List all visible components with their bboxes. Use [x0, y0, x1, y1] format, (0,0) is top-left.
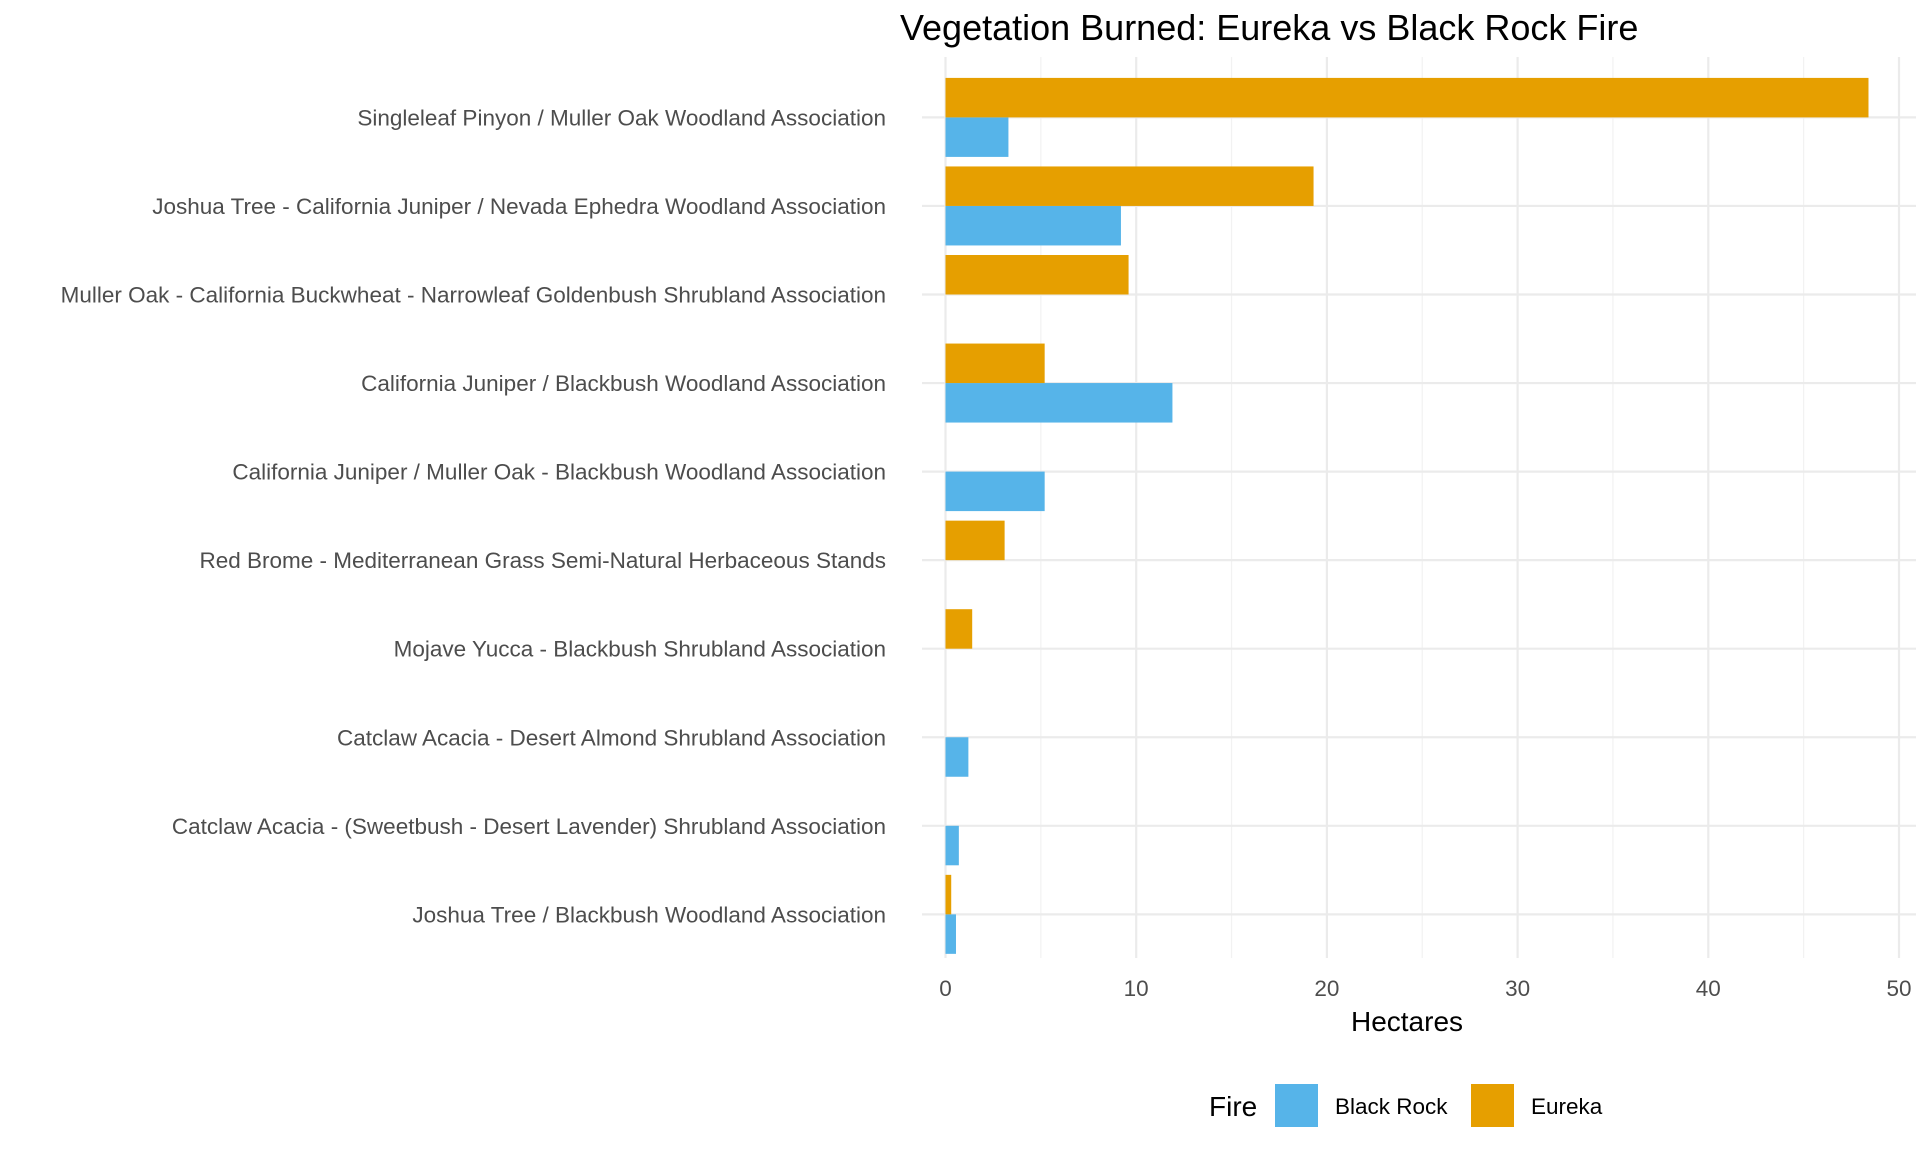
legend-label: Eureka	[1531, 1094, 1603, 1119]
category-label: Red Brome - Mediterranean Grass Semi-Nat…	[199, 548, 886, 573]
bar-black-rock	[945, 737, 969, 777]
legend-key-eureka	[1471, 1084, 1514, 1127]
bar-eureka	[945, 874, 952, 915]
x-tick-label: 50	[1886, 976, 1911, 1001]
bar-black-rock	[945, 914, 956, 954]
legend: Fire Black Rock Eureka	[1209, 1084, 1603, 1127]
legend-key-black-rock	[1275, 1084, 1318, 1127]
legend-items: Black Rock Eureka	[1275, 1084, 1603, 1127]
bar-eureka	[945, 520, 1005, 561]
bar-black-rock	[945, 383, 1173, 423]
category-label: Muller Oak - California Buckwheat - Narr…	[61, 283, 886, 308]
category-label: Singleleaf Pinyon / Muller Oak Woodland …	[357, 105, 886, 130]
x-tick-label: 0	[939, 976, 952, 1001]
bar-black-rock	[945, 825, 959, 866]
category-label: Joshua Tree / Blackbush Woodland Associa…	[412, 902, 886, 927]
x-tick-label: 10	[1124, 976, 1149, 1001]
bar-eureka	[945, 166, 1314, 206]
legend-title: Fire	[1209, 1091, 1257, 1122]
bar-eureka	[945, 255, 1129, 295]
x-tick-label: 20	[1314, 976, 1339, 1001]
x-tick-label: 40	[1696, 976, 1721, 1001]
bar-black-rock	[945, 117, 1009, 157]
category-label: Catclaw Acacia - Desert Almond Shrubland…	[337, 725, 886, 750]
bar-black-rock	[945, 471, 1045, 512]
category-label: California Juniper / Blackbush Woodland …	[361, 371, 886, 396]
bar-eureka	[945, 77, 1869, 118]
category-label: California Juniper / Muller Oak - Blackb…	[232, 460, 886, 485]
category-label: Joshua Tree - California Juniper / Nevad…	[152, 194, 886, 219]
category-label: Catclaw Acacia - (Sweetbush - Desert Lav…	[172, 814, 886, 839]
legend-label: Black Rock	[1335, 1094, 1448, 1119]
category-label: Mojave Yucca - Blackbush Shrubland Assoc…	[394, 637, 886, 662]
bar-eureka	[945, 343, 1045, 384]
x-tick-label: 30	[1505, 976, 1530, 1001]
bar-eureka	[945, 609, 973, 649]
x-axis-title: Hectares	[1351, 1006, 1463, 1037]
bars-layer	[945, 77, 1869, 954]
chart-title: Vegetation Burned: Eureka vs Black Rock …	[900, 7, 1638, 48]
bar-black-rock	[945, 205, 1121, 246]
labels-layer: 0 10 20 30 40 50 Singleleaf Pinyon / Muller Oa…	[61, 105, 1912, 1001]
